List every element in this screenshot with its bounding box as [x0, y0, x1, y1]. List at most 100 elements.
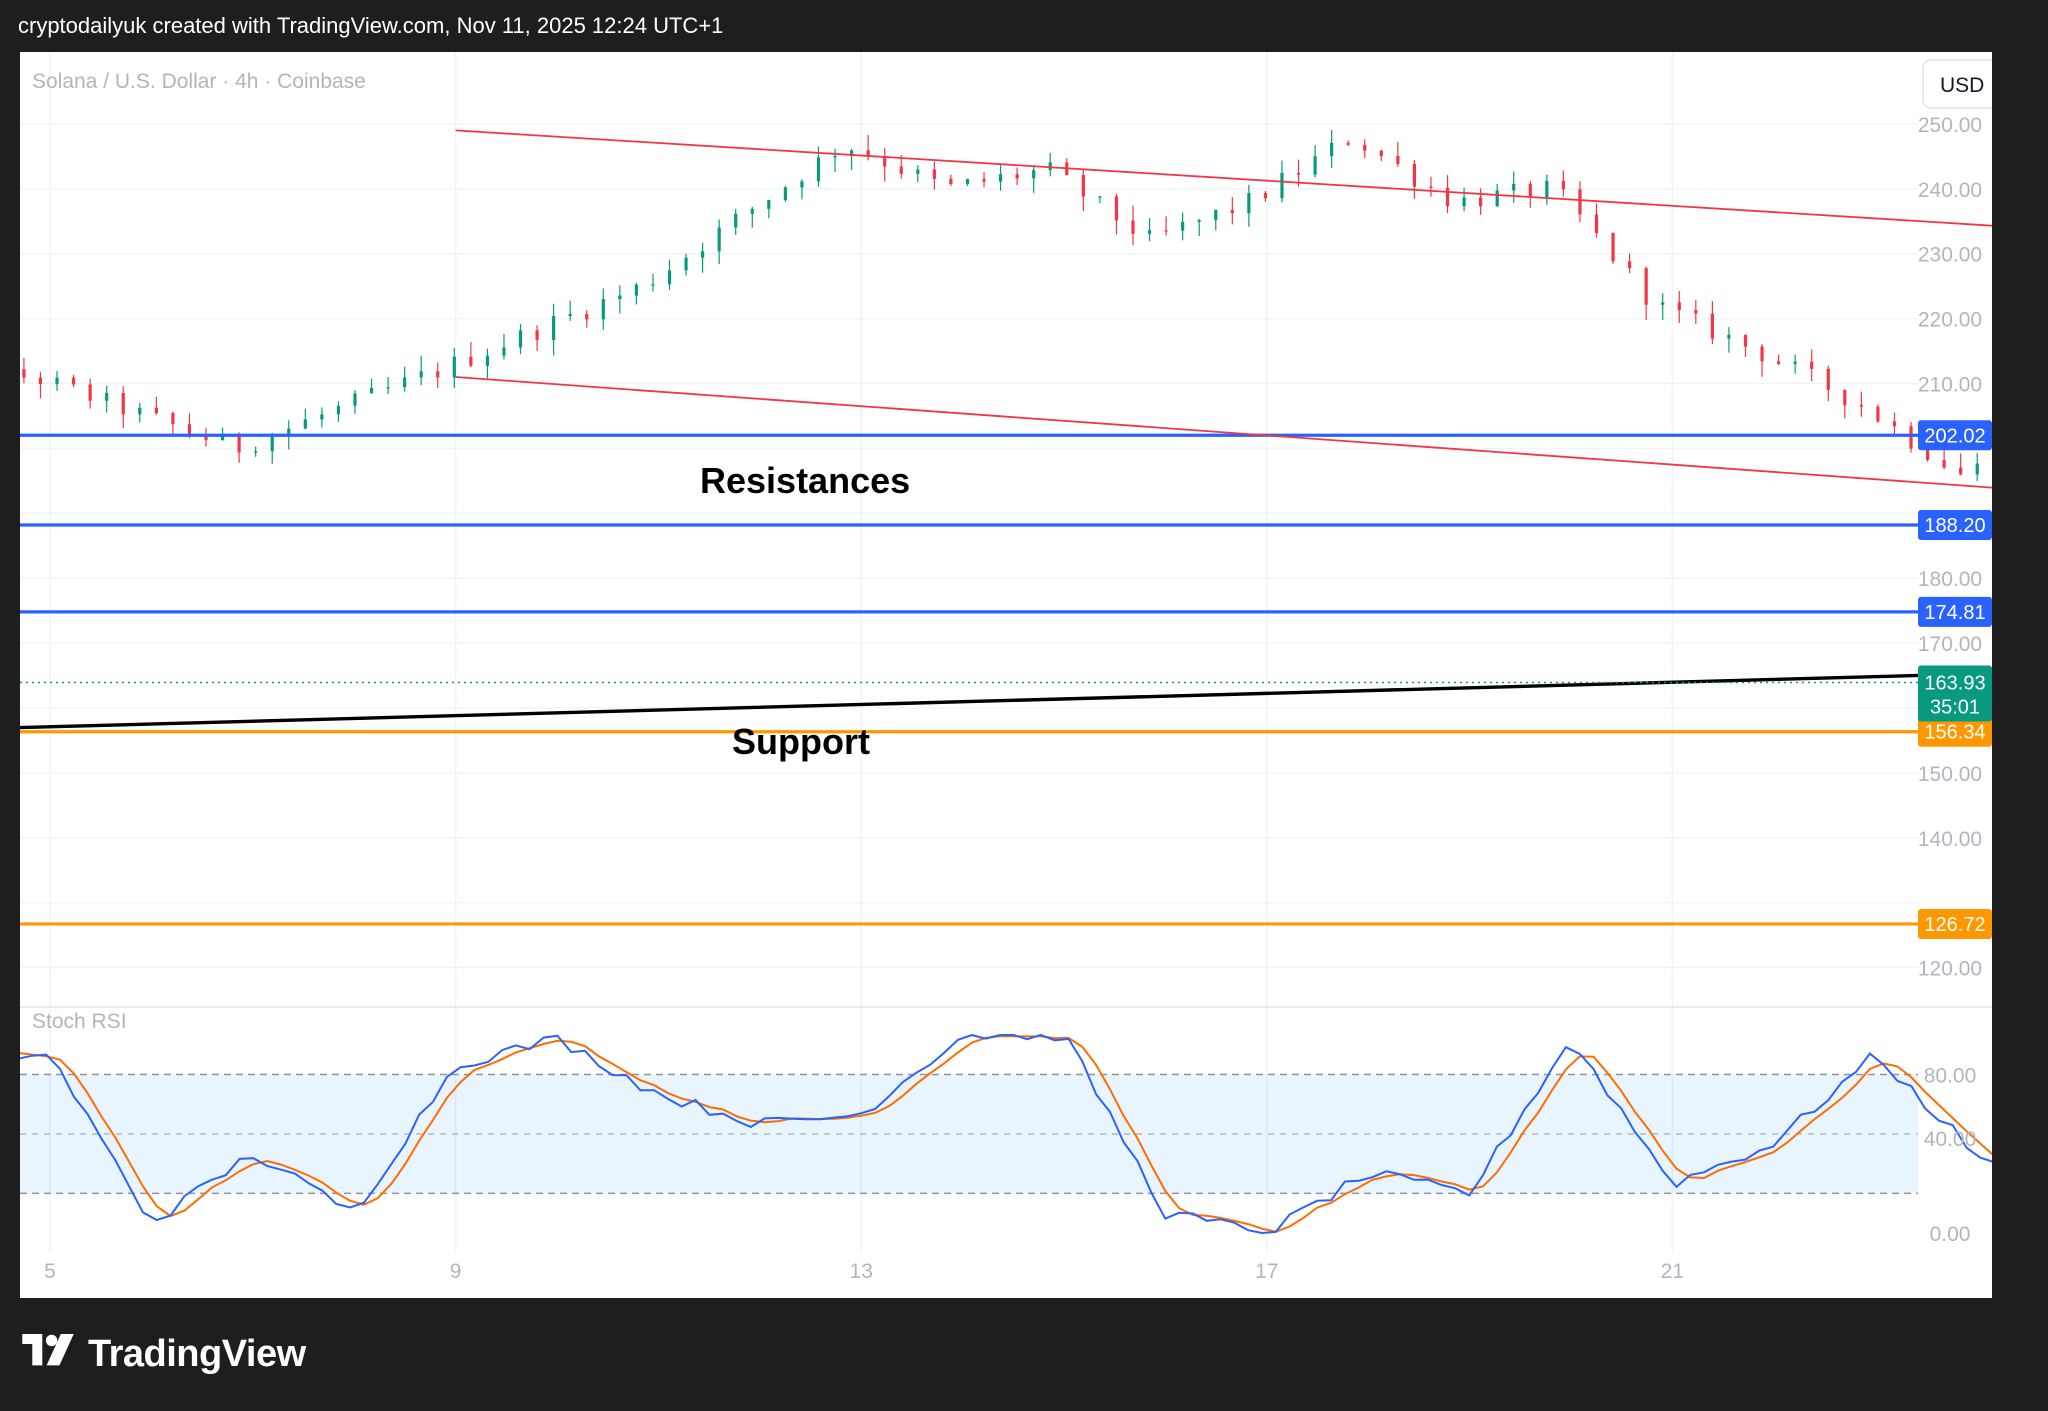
candle-body-50: [734, 213, 738, 228]
candle-body-27: [353, 393, 357, 406]
candle-body-56: [833, 155, 837, 158]
currency-button[interactable]: USD: [1922, 59, 1992, 109]
trend-line-2[interactable]: [20, 526, 1992, 730]
candle-body-60: [899, 166, 903, 174]
candle-body-67: [1015, 174, 1019, 179]
candle-body-111: [1743, 334, 1748, 347]
candle-body-59: [883, 156, 887, 167]
price-badges: 202.02 188.20 174.81 156.34 126.72 163.9335:0…: [1918, 420, 1992, 939]
candle-body-117: [1843, 389, 1847, 406]
candle-body-61: [916, 169, 920, 174]
candle-body-31: [419, 371, 423, 378]
candle-body-123: [1942, 459, 1946, 468]
level-badge-3: [1918, 716, 1992, 747]
level-badge-label-1: 188.20: [1924, 515, 1985, 537]
level-badge-2: [1918, 596, 1992, 627]
level-badge-label-3: 156.34: [1924, 722, 1985, 744]
resistances-annotation: Resistances: [700, 460, 910, 501]
candle-body-120: [1892, 421, 1897, 427]
level-badge-4: [1918, 908, 1992, 939]
grid-lines: [20, 52, 1992, 1252]
candle-body-19: [220, 434, 225, 441]
candle-body-101: [1578, 189, 1582, 215]
candle-body-45: [651, 284, 655, 286]
time-tick-4: 21: [1661, 1260, 1684, 1283]
candle-body-9: [55, 377, 59, 385]
stoch-k-line: [20, 1033, 1992, 1235]
candle-body-21: [254, 451, 258, 453]
stoch-tick-2: 0.00: [1930, 1223, 1971, 1246]
price-tick-1: 240.00: [1918, 179, 1982, 202]
candle-body-94: [1462, 197, 1466, 207]
level-badge-1: [1918, 509, 1992, 540]
level-badge-label-4: 126.72: [1924, 914, 1985, 936]
candle-body-24: [303, 419, 307, 429]
candle-body-68: [1032, 170, 1036, 179]
level-badge-0: [1918, 420, 1992, 451]
price-tick-7: 150.00: [1918, 763, 1982, 786]
candle-body-10: [71, 377, 76, 385]
candle-body-107: [1677, 302, 1681, 311]
candle-body-41: [585, 314, 589, 320]
candle-body-77: [1181, 221, 1185, 231]
candle-body-12: [105, 392, 109, 401]
price-tick-5: 180.00: [1918, 568, 1982, 591]
candle-body-40: [568, 314, 572, 317]
candle-body-122: [1925, 448, 1930, 460]
price-axis[interactable]: 250.00 240.00 230.00 220.00 210.00 180.00 170.…: [1918, 114, 1982, 981]
candle-body-86: [1330, 142, 1334, 157]
candle-body-108: [1694, 310, 1698, 314]
candle-body-62: [932, 169, 936, 179]
candle-body-105: [1644, 268, 1648, 305]
time-axis[interactable]: 5 9 13 17 21: [44, 1260, 1684, 1283]
current-price-label: 163.93: [1924, 672, 1985, 694]
horizontal-levels: [20, 433, 1918, 926]
candle-body-65: [982, 179, 986, 182]
candle-body-125: [1975, 463, 1979, 475]
candle-body-89: [1379, 150, 1383, 156]
candle-body-83: [1280, 172, 1284, 199]
candle-body-64: [965, 179, 970, 185]
candle-body-28: [369, 388, 374, 394]
price-tick-0: 250.00: [1918, 114, 1982, 137]
candle-body-87: [1346, 142, 1350, 145]
stoch-axis[interactable]: 80.00 40.00 0.00: [1924, 1065, 1977, 1246]
footer: TradingView: [20, 1330, 306, 1378]
candle-body-26: [336, 405, 341, 415]
candle-body-8: [38, 377, 43, 385]
chart-canvas[interactable]: Solana / U.S. Dollar · 4h · Coinbase Sto…: [20, 52, 1992, 1298]
candle-body-110: [1727, 334, 1731, 339]
price-tick-3: 220.00: [1918, 309, 1982, 332]
candle-body-33: [452, 356, 456, 378]
candle-body-30: [403, 377, 407, 388]
candle-body-16: [171, 413, 175, 425]
candle-body-102: [1594, 214, 1599, 234]
trend-line-0[interactable]: [455, 129, 1992, 532]
candle-body-78: [1197, 220, 1201, 222]
candle-body-7: [22, 369, 26, 378]
footer-brand: TradingView: [88, 1332, 306, 1375]
candle-body-103: [1611, 233, 1615, 262]
candle-body-104: [1628, 261, 1632, 269]
candle-body-13: [121, 392, 125, 415]
currency-button-label: USD: [1940, 74, 1984, 97]
candle-body-97: [1512, 183, 1516, 191]
price-tick-9: 120.00: [1918, 958, 1982, 981]
level-badge-label-0: 202.02: [1924, 425, 1985, 447]
candle-body-92: [1429, 186, 1433, 188]
candle-body-57: [849, 150, 854, 156]
trend-line-1[interactable]: [455, 376, 1992, 844]
candle-body-25: [320, 414, 324, 420]
candle-body-22: [270, 436, 274, 452]
candle-body-118: [1859, 405, 1863, 407]
stoch-tick-0: 80.00: [1924, 1065, 1977, 1088]
candle-body-74: [1131, 220, 1135, 234]
chart-frame: Solana / U.S. Dollar · 4h · Coinbase Sto…: [20, 52, 1992, 1298]
candle-body-98: [1528, 183, 1532, 198]
candle-body-32: [436, 371, 440, 378]
candle-body-15: [154, 407, 158, 414]
price-tick-6: 170.00: [1918, 633, 1982, 656]
candle-body-81: [1247, 192, 1251, 214]
candle-body-88: [1363, 144, 1367, 151]
candle-body-54: [800, 181, 804, 188]
